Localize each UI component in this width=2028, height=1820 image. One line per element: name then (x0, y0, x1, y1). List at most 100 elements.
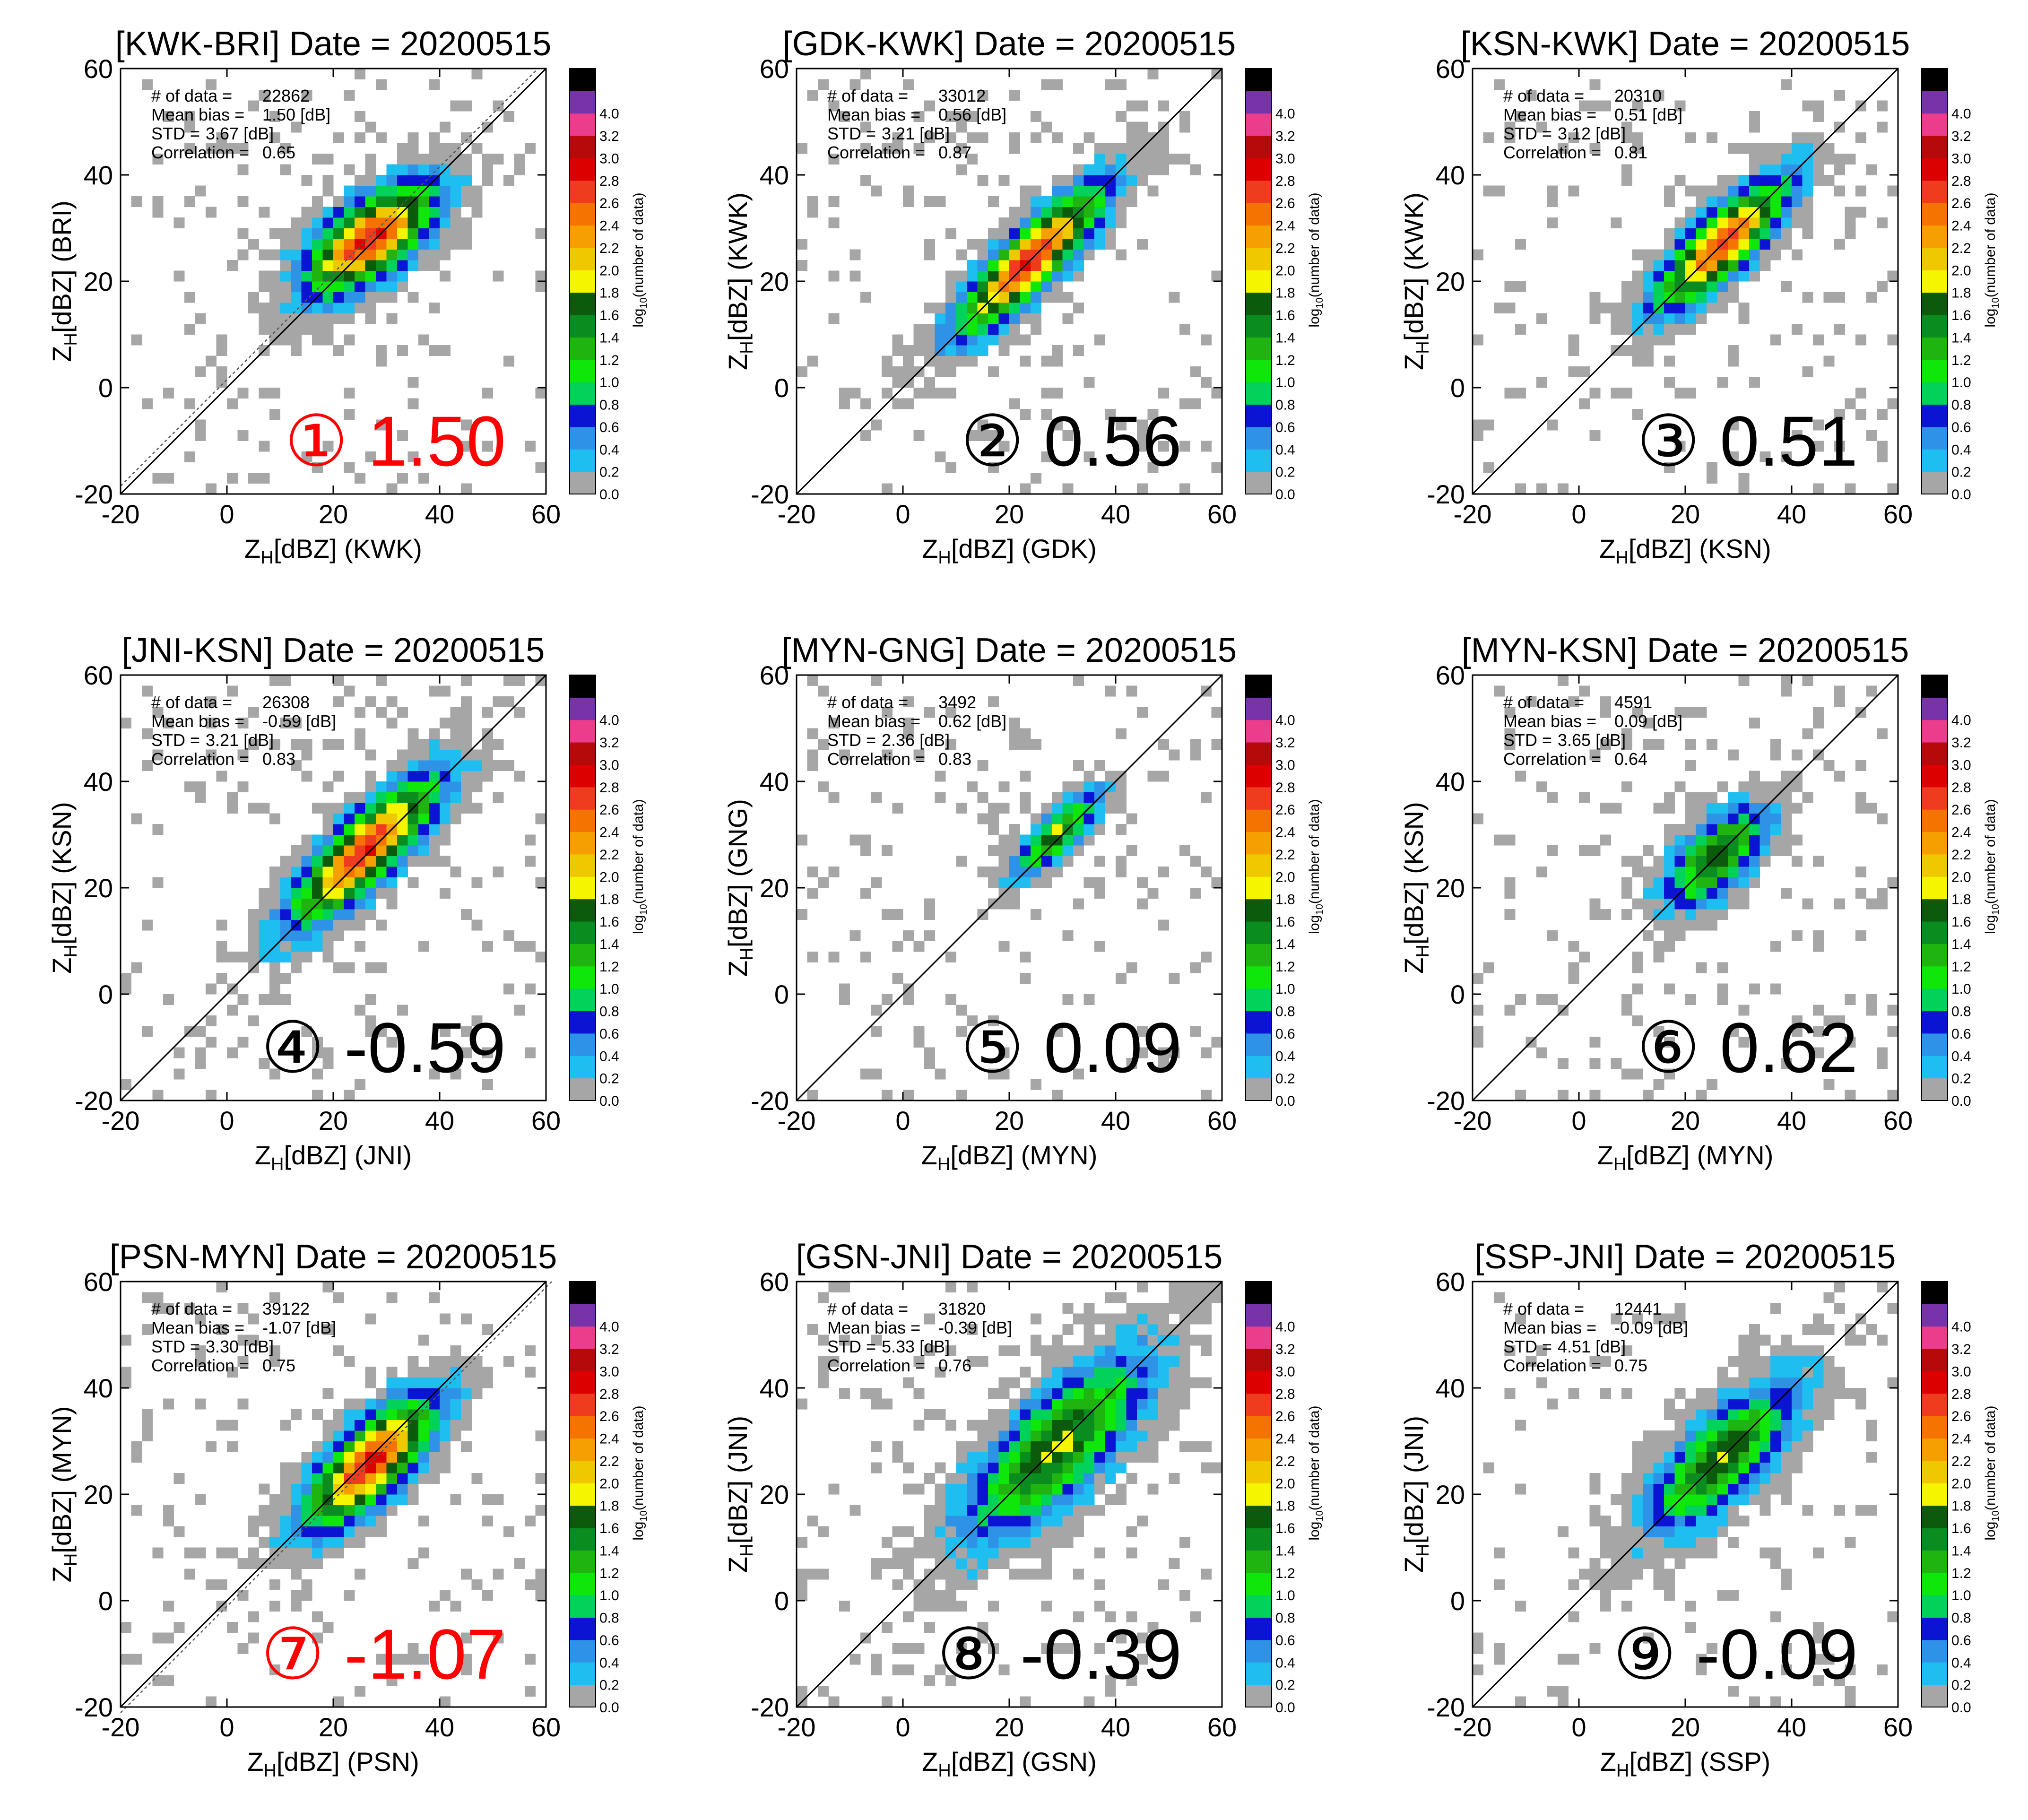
density-cell (1664, 834, 1675, 846)
density-cell (1707, 867, 1717, 877)
density-cell (1105, 1494, 1116, 1505)
density-cell (301, 749, 312, 761)
density-cell (1728, 345, 1739, 356)
density-cell (1728, 185, 1739, 197)
density-cell (1749, 824, 1760, 835)
colorbar-swatch (570, 1460, 596, 1483)
density-cell (1738, 1335, 1750, 1346)
density-cell (1621, 345, 1632, 356)
density-cell (1707, 196, 1717, 207)
colorbar-swatch (1246, 247, 1272, 270)
colorbar-swatch (570, 742, 596, 765)
colorbar-swatch (1246, 471, 1272, 494)
density-cell (1009, 217, 1020, 228)
density-cell (312, 1409, 323, 1420)
density-cell (1834, 1377, 1845, 1388)
density-cell (184, 121, 195, 133)
density-cell (407, 207, 419, 218)
density-cell (1158, 1367, 1169, 1378)
density-cell (1845, 1388, 1856, 1399)
density-cell (397, 803, 408, 814)
density-cell (1137, 877, 1148, 888)
colorbar-swatch (1922, 921, 1948, 944)
density-cell (1504, 707, 1516, 718)
density-cell (1749, 1377, 1760, 1388)
density-cell (1749, 803, 1760, 814)
colorbar-swatch (1246, 719, 1272, 743)
density-cell (1073, 1409, 1084, 1420)
density-cell (1041, 207, 1052, 218)
density-cell (1126, 1547, 1137, 1559)
density-cell (386, 260, 398, 271)
density-cell (1116, 792, 1127, 803)
density-cell (471, 196, 483, 207)
density-cell (1041, 856, 1052, 867)
density-cell (493, 739, 504, 750)
density-cell (1009, 90, 1020, 101)
density-cell (1717, 228, 1728, 239)
density-cell (1781, 1441, 1792, 1452)
density-cell (450, 164, 461, 175)
density-cell (1201, 952, 1212, 962)
density-cell (1707, 909, 1717, 920)
density-cell (1759, 1377, 1771, 1388)
density-cell (1094, 1377, 1105, 1388)
density-cell (131, 1441, 142, 1452)
density-cell (269, 111, 280, 122)
density-cell (291, 121, 302, 133)
density-cell (1653, 281, 1664, 292)
density-cell (397, 143, 408, 154)
density-cell (945, 1473, 956, 1484)
panel-svg: [KWK-BRI] Date = 20200515-20-20002020404… (47, 25, 649, 568)
density-cell (1738, 239, 1750, 250)
colorbar-tick-label: 4.0 (1275, 106, 1295, 122)
density-cell (1116, 207, 1127, 218)
density-cell (322, 175, 334, 186)
density-cell (1834, 1505, 1845, 1516)
density-cell (1568, 1388, 1579, 1399)
density-cell (450, 1430, 461, 1441)
density-cell (450, 707, 461, 718)
density-cell (1643, 270, 1654, 282)
density-cell (1632, 355, 1643, 367)
stat-std-value: 3.21 [dB] (882, 124, 950, 143)
density-cell (376, 1516, 387, 1526)
density-cell (1877, 888, 1888, 899)
density-cell (291, 898, 302, 910)
density-cell (1031, 1313, 1041, 1325)
density-cell (1653, 1494, 1664, 1505)
density-cell (312, 249, 323, 260)
density-cell (1052, 292, 1063, 303)
density-cell (892, 1452, 903, 1463)
y-tick-label: 20 (1436, 1480, 1465, 1509)
density-cell (301, 1537, 312, 1548)
y-tick-label: -20 (75, 1692, 113, 1722)
density-cell (1009, 867, 1020, 877)
density-cell (1685, 1420, 1696, 1431)
density-cell (945, 1516, 956, 1526)
density-cell (1664, 1579, 1675, 1590)
density-cell (386, 1675, 398, 1686)
density-cell (1674, 834, 1686, 846)
density-cell (1792, 803, 1803, 814)
stat-count-label: # of data = (1503, 693, 1584, 712)
density-cell (1094, 781, 1105, 792)
density-cell (1473, 1664, 1483, 1675)
density-cell (1179, 1282, 1190, 1292)
scatter-panel-5: [MYN-GNG] Date = 20200515 -20 -20 0 0 20 20 40 4… (676, 607, 1352, 1213)
density-cell (1126, 1526, 1137, 1537)
density-cells (121, 1282, 546, 1707)
density-cell (860, 845, 871, 856)
density-cell (1062, 1452, 1074, 1463)
density-cell (355, 1079, 365, 1090)
density-cell (1568, 696, 1579, 707)
density-cell (344, 388, 355, 399)
colorbar-swatch (1922, 1416, 1948, 1439)
density-cell (418, 1654, 429, 1665)
density-cell (1062, 313, 1074, 324)
density-cell (1158, 1579, 1169, 1590)
density-cell (365, 813, 376, 824)
density-cell (1137, 1026, 1148, 1037)
density-cell (924, 1058, 935, 1069)
density-cell (355, 217, 365, 228)
